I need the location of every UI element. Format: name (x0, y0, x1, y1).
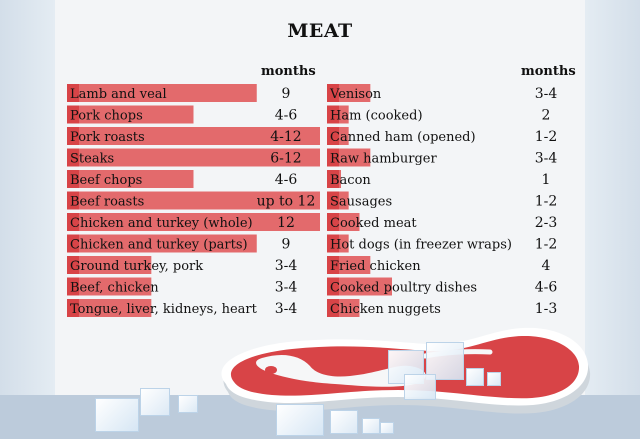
left-bar-accent (67, 213, 79, 231)
right-bar-accent (327, 105, 339, 124)
left-bar (67, 277, 152, 296)
right-bar-accent (327, 277, 339, 296)
ice-cube-icon (276, 404, 324, 436)
right-row-value: 1-2 (535, 129, 558, 145)
right-row-value: 3-4 (535, 151, 558, 167)
left-bar (67, 105, 194, 124)
left-row-label: Tongue, liver, kidneys, heart (70, 302, 258, 317)
left-row-label: Beef roasts (70, 195, 144, 210)
left-row-label: Pork chops (70, 109, 143, 124)
right-row-label: Raw hamburger (330, 152, 437, 167)
right-row-label: Canned ham (opened) (330, 130, 476, 145)
left-row-value: 4-6 (275, 108, 298, 124)
left-row-value: 4-12 (270, 129, 301, 145)
left-row-value: 9 (282, 86, 291, 102)
right-row-label: Cooked meat (330, 216, 417, 231)
right-bar-accent (327, 127, 339, 145)
right-row-label: Fried chicken (330, 259, 421, 274)
ice-cube-icon (330, 410, 358, 434)
left-bar-accent (67, 256, 79, 274)
left-row-label: Chicken and turkey (whole) (70, 216, 253, 231)
left-bar-accent (67, 84, 79, 102)
right-bar-accent (327, 148, 339, 167)
left-bar-accent (67, 105, 79, 124)
right-months-header: months (521, 64, 576, 79)
chart-title: MEAT (287, 20, 353, 42)
left-bar-accent (67, 148, 79, 167)
right-row-label: Chicken nuggets (330, 302, 441, 317)
left-bar (67, 234, 257, 253)
right-row-label: Venison (329, 87, 382, 102)
ice-cube-icon (404, 374, 436, 400)
left-bar-accent (67, 191, 79, 210)
ice-cube-icon (140, 388, 170, 416)
left-row-value: 3-4 (275, 258, 298, 274)
left-row-label: Ground turkey, pork (70, 259, 203, 274)
ice-cube-icon (426, 342, 464, 380)
right-row-label: Hot dogs (in freezer wraps) (330, 238, 512, 253)
left-row-value: 4-6 (275, 172, 298, 188)
ice-cube-icon (95, 398, 139, 432)
left-row-label: Lamb and veal (70, 87, 167, 102)
left-bar (67, 299, 152, 317)
left-bar (67, 191, 320, 210)
left-row-value: 3-4 (275, 301, 298, 317)
left-months-header: months (261, 64, 316, 79)
left-bar (67, 127, 320, 145)
ice-cube-icon (487, 372, 501, 386)
left-row-label: Pork roasts (70, 130, 145, 145)
right-row-value: 3-4 (535, 86, 558, 102)
ice-cube-icon (466, 368, 484, 386)
left-row-value: 9 (282, 237, 291, 253)
right-bar-accent (327, 299, 339, 317)
left-row-value: up to 12 (257, 194, 316, 210)
right-row-value: 1-3 (535, 301, 558, 317)
freezer-right-wall (585, 0, 640, 439)
left-row-value: 3-4 (275, 280, 298, 296)
left-row-label: Beef chops (70, 173, 142, 188)
left-row-value: 12 (277, 215, 295, 231)
right-row-value: 1-2 (535, 237, 558, 253)
right-bar (327, 277, 392, 296)
left-bar-accent (67, 170, 79, 188)
ice-cube-icon (380, 422, 394, 434)
right-row-label: Ham (cooked) (330, 109, 423, 124)
right-row-value: 4-6 (535, 280, 558, 296)
right-bar-accent (327, 170, 339, 188)
freezer-left-wall (0, 0, 55, 439)
left-bar-accent (67, 277, 79, 296)
right-bar-accent (327, 256, 339, 274)
right-row-label: Bacon (330, 173, 371, 188)
right-bar-accent (327, 213, 339, 231)
right-bar-accent (327, 84, 339, 102)
right-row-label: Sausages (330, 195, 392, 210)
right-row-value: 2-3 (535, 215, 558, 231)
right-bar-accent (327, 234, 339, 253)
ice-cube-icon (178, 395, 198, 413)
right-bar-accent (327, 191, 339, 210)
left-row-label: Steaks (70, 152, 114, 167)
right-row-value: 1 (542, 172, 551, 188)
left-row-label: Beef, chicken (70, 281, 159, 296)
left-bar (67, 84, 257, 102)
right-row-value: 4 (542, 258, 551, 274)
right-row-value: 2 (542, 108, 551, 124)
left-row-label: Chicken and turkey (parts) (70, 238, 248, 253)
left-bar (67, 213, 320, 231)
right-row-label: Cooked poultry dishes (330, 281, 477, 296)
left-bar-accent (67, 127, 79, 145)
left-row-value: 6-12 (270, 151, 301, 167)
left-bar (67, 148, 320, 167)
ice-cube-icon (362, 418, 380, 434)
left-bar-accent (67, 299, 79, 317)
right-row-value: 1-2 (535, 194, 558, 210)
left-bar (67, 256, 152, 274)
left-bar-accent (67, 234, 79, 253)
left-bar (67, 170, 194, 188)
